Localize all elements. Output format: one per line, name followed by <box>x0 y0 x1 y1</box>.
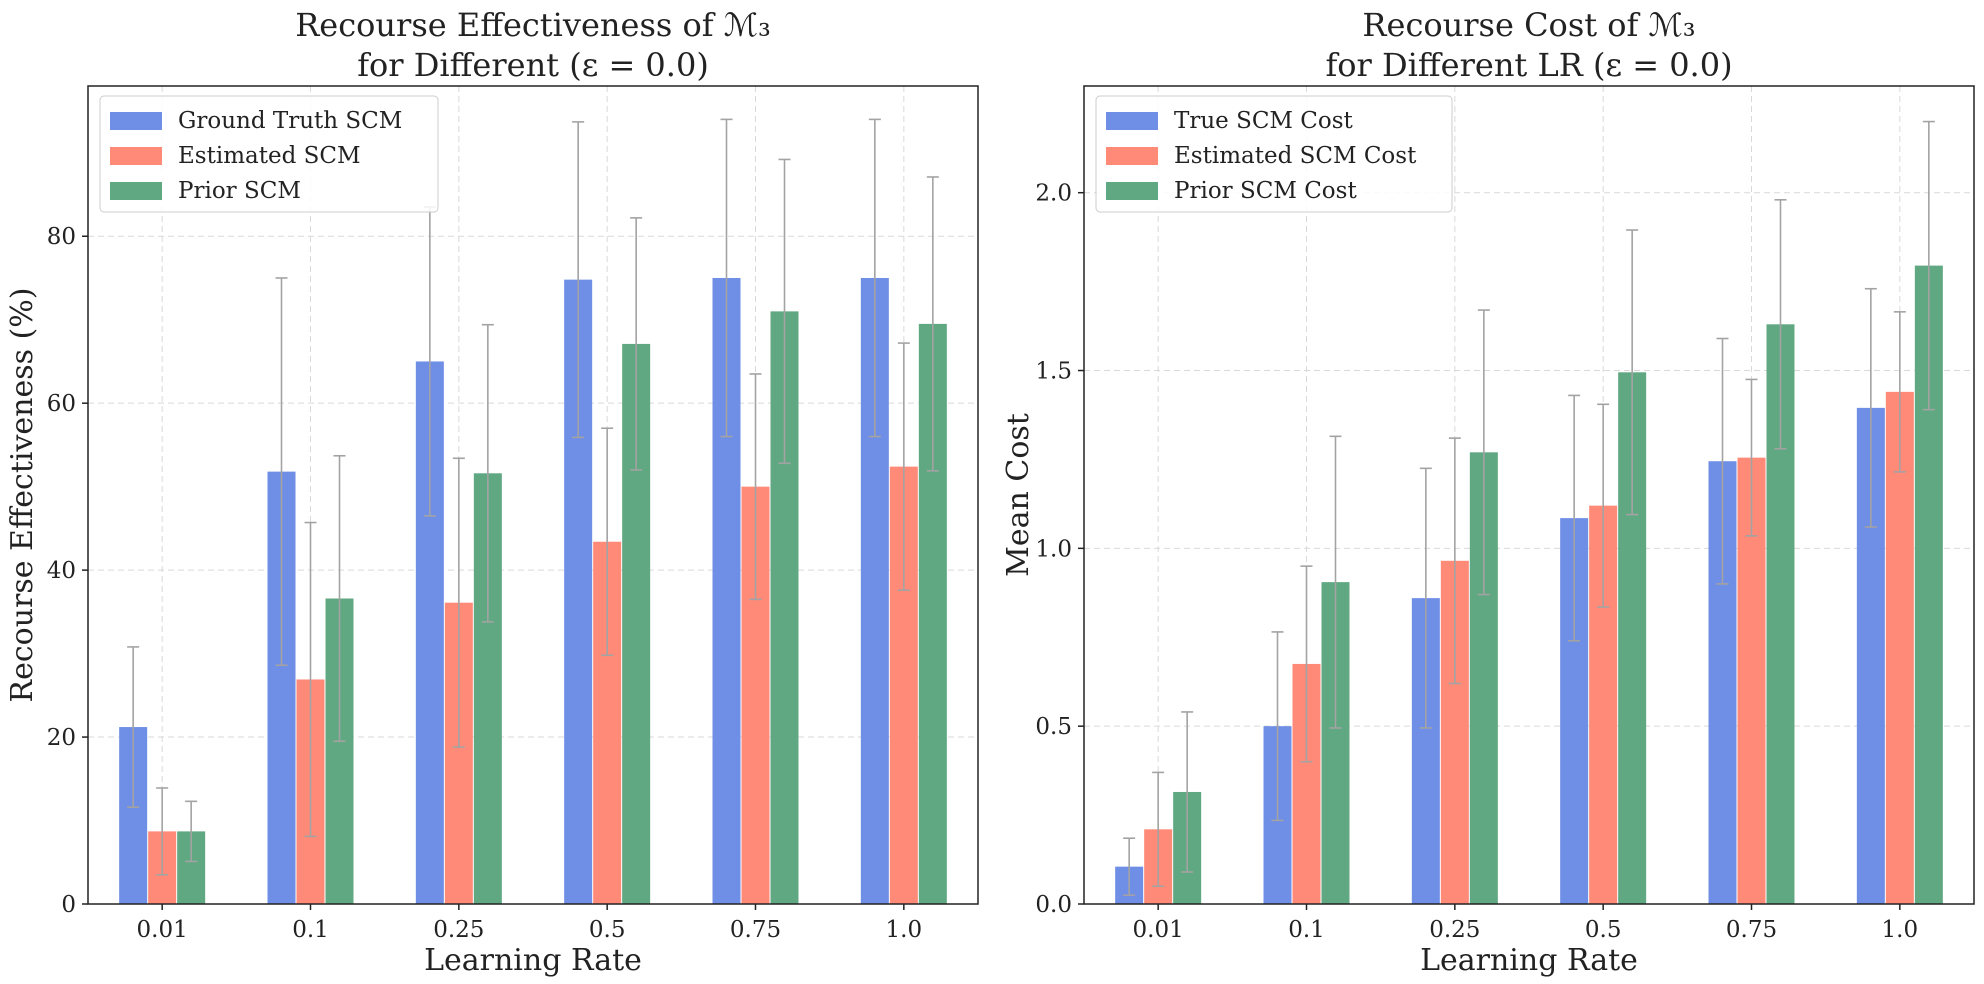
legend-swatch-1 <box>1106 147 1158 165</box>
x-tick-label: 0.01 <box>1133 917 1184 943</box>
x-tick-label: 1.0 <box>1882 917 1919 943</box>
x-tick-label: 1.0 <box>886 917 923 943</box>
y-tick-label: 0.5 <box>1035 714 1072 740</box>
y-tick-label: 1.5 <box>1035 359 1072 385</box>
legend-swatch-0 <box>1106 112 1158 130</box>
x-axis-label: Learning Rate <box>1420 943 1638 978</box>
legend-label-0: True SCM Cost <box>1174 108 1354 134</box>
y-tick-label: 0.0 <box>1035 892 1072 918</box>
legend-label-2: Prior SCM Cost <box>1174 178 1357 204</box>
y-tick-label: 20 <box>47 725 76 751</box>
x-tick-label: 0.25 <box>1429 917 1480 943</box>
legend-box <box>1095 95 1453 213</box>
legend-swatch-2 <box>1106 182 1158 200</box>
y-tick-label: 0 <box>61 892 76 918</box>
legend: True SCM Cost Estimated SCM Cost Prior SCM… <box>1095 95 1453 213</box>
legend-label-0: Ground Truth SCM <box>178 108 402 134</box>
chart-title-line1: Recourse Cost of ℳ₃ <box>1362 6 1695 44</box>
y-axis-label: Mean Cost <box>1001 413 1036 577</box>
legend-swatch-1 <box>110 147 162 165</box>
x-tick-label: 0.5 <box>589 917 626 943</box>
legend-swatch-2 <box>110 182 162 200</box>
effectiveness-panel: 0 20 40 60 80 0.01 0.1 0.25 0.5 0.75 1.0 Learning R… <box>5 6 979 978</box>
chart-title-line2: for Different (ε = 0.0) <box>357 46 709 84</box>
y-tick-label: 60 <box>47 391 76 417</box>
legend-label-1: Estimated SCM Cost <box>1174 143 1417 169</box>
y-axis-label: Recourse Effectiveness (%) <box>5 288 40 703</box>
x-tick-label: 0.75 <box>730 917 781 943</box>
cost-panel: 0.0 0.5 1.0 1.5 2.0 0.01 0.1 0.25 0.5 0.75 1.0 Lear… <box>1001 6 1975 978</box>
legend-label-1: Estimated SCM <box>178 143 361 169</box>
x-tick-label: 0.25 <box>433 917 484 943</box>
legend: Ground Truth SCM Estimated SCM Prior SCM <box>99 95 439 213</box>
legend-box <box>99 95 439 213</box>
chart-title-line1: Recourse Effectiveness of ℳ₃ <box>295 6 771 44</box>
y-tick-label: 2.0 <box>1035 181 1072 207</box>
plot-frame <box>1083 85 1975 905</box>
plot-frame <box>87 85 979 905</box>
x-axis-label: Learning Rate <box>424 943 642 978</box>
legend-label-2: Prior SCM <box>178 178 301 204</box>
x-tick-label: 0.5 <box>1585 917 1622 943</box>
legend-swatch-0 <box>110 112 162 130</box>
x-tick-label: 0.1 <box>1288 917 1325 943</box>
y-tick-label: 80 <box>47 224 76 250</box>
x-tick-label: 0.1 <box>292 917 329 943</box>
chart-title-line2: for Different LR (ε = 0.0) <box>1325 46 1732 84</box>
y-tick-label: 40 <box>47 558 76 584</box>
x-tick-label: 0.75 <box>1726 917 1777 943</box>
y-tick-label: 1.0 <box>1035 536 1072 562</box>
bar-1-5 <box>1885 391 1914 905</box>
x-tick-label: 0.01 <box>137 917 188 943</box>
